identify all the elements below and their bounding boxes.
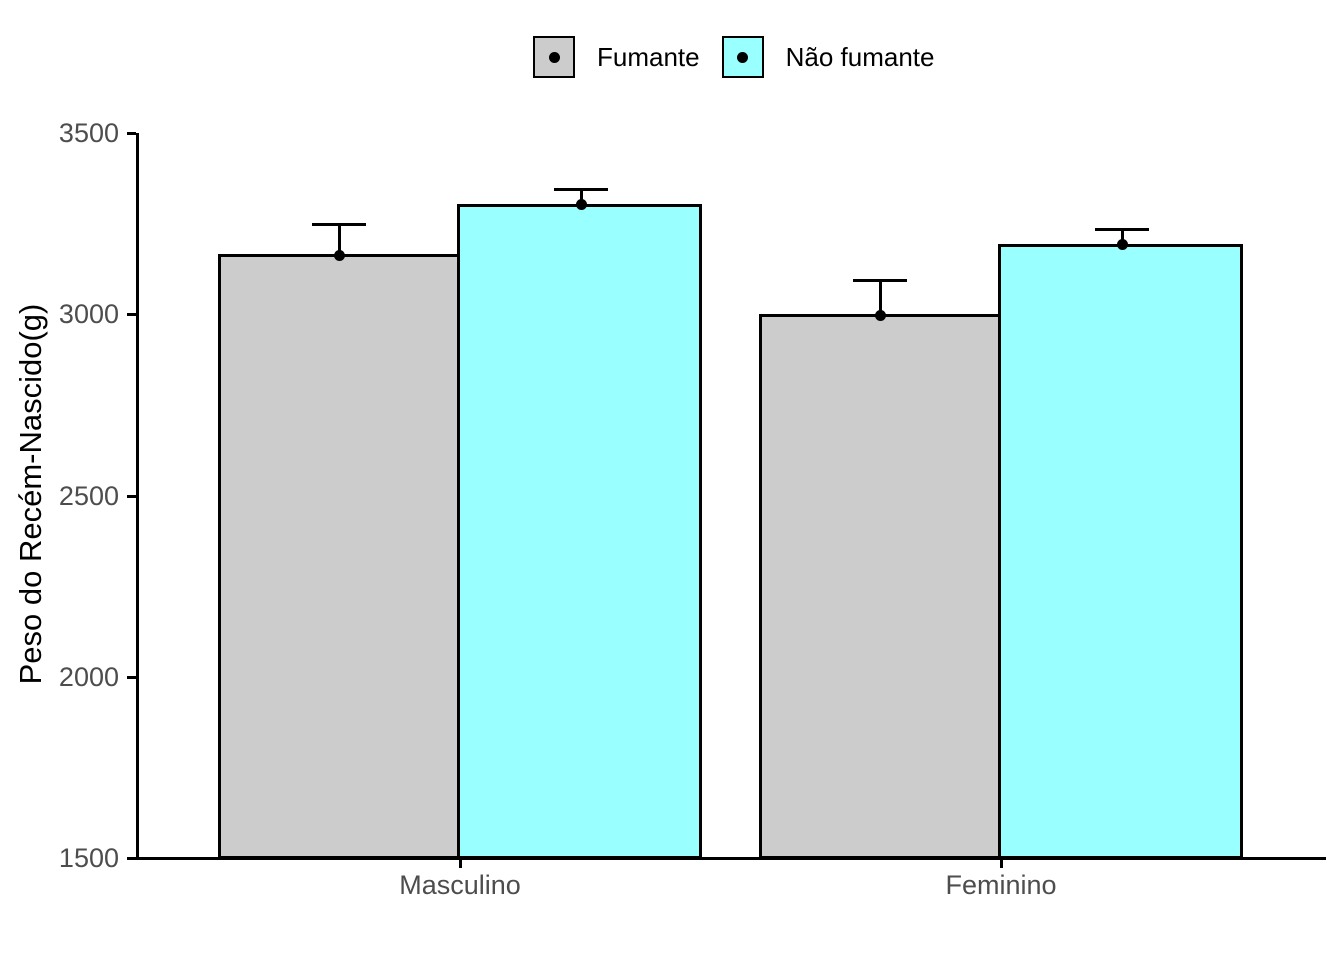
bar-nao-fumante-masculino (457, 203, 702, 859)
y-axis-line (136, 133, 139, 860)
mean-point-marker (575, 199, 587, 211)
error-bar-line (338, 223, 341, 255)
legend-item-fumante: Fumante (533, 36, 700, 78)
y-axis-tick (127, 313, 136, 317)
x-axis-tick (459, 859, 462, 868)
y-axis-tick-label: 1500 (58, 843, 119, 873)
y-axis-tick-label: 2000 (58, 661, 119, 692)
x-axis-label: Feminino (945, 870, 1057, 900)
bar-nao-fumante-feminino (998, 243, 1243, 859)
error-bar-line (1121, 229, 1124, 244)
y-axis-tick-label: 3000 (58, 299, 119, 330)
legend-key-swatch-nao-fumante (721, 36, 764, 78)
chart-legend: Fumante Não fumante (533, 35, 934, 79)
error-bar-line (580, 189, 583, 204)
bar-fumante-masculino (218, 254, 460, 859)
x-axis-line (135, 857, 1326, 860)
error-bar-cap (312, 222, 366, 226)
y-axis-tick (127, 857, 136, 860)
point-marker-icon (548, 51, 560, 63)
mean-point-marker (333, 249, 345, 261)
mean-point-marker (1116, 239, 1128, 251)
legend-item-nao-fumante: Não fumante (721, 36, 935, 78)
x-axis-tick (1000, 859, 1003, 868)
bar-fumante-feminino (759, 314, 1001, 859)
mean-point-marker (874, 309, 886, 321)
legend-label-fumante: Fumante (597, 42, 700, 72)
point-marker-icon (737, 51, 749, 63)
error-bar-cap (853, 278, 907, 282)
y-axis-tick (127, 494, 136, 498)
x-axis-label: Masculino (399, 870, 521, 900)
error-bar-cap (1095, 228, 1149, 232)
error-bar-cap (554, 188, 608, 192)
error-bar-line (879, 279, 882, 315)
legend-key-swatch-fumante (533, 36, 575, 78)
y-axis-tick (127, 675, 136, 679)
y-axis-tick-label: 2500 (58, 480, 119, 511)
y-axis-tick (127, 132, 136, 135)
legend-label-nao-fumante: Não fumante (785, 42, 935, 72)
y-axis-tick-label: 3500 (58, 118, 119, 148)
